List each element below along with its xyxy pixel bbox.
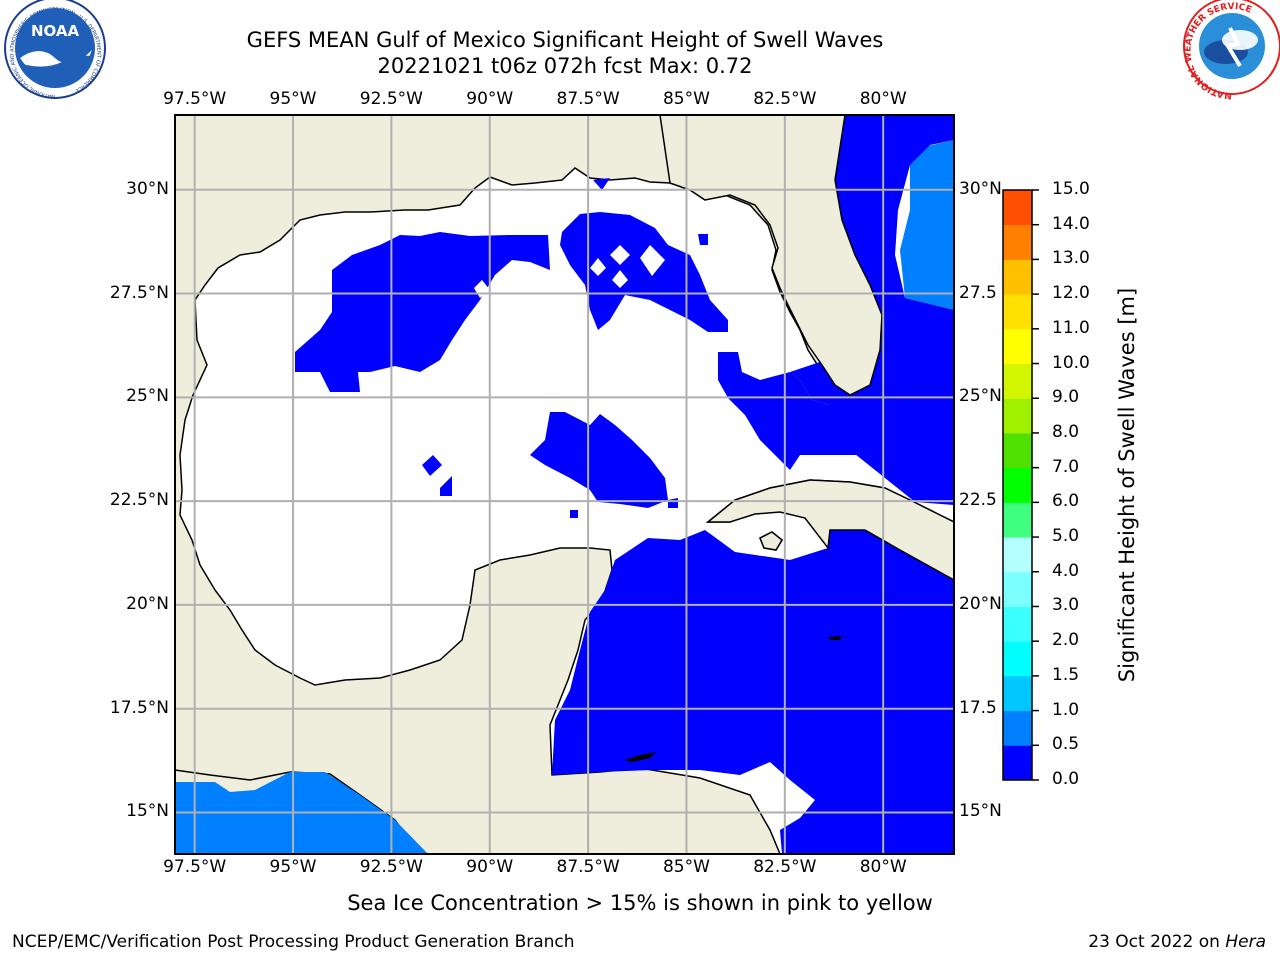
colorbar-tick-label: 3.0 [1052, 595, 1080, 616]
colorbar-swatch [1003, 502, 1032, 538]
map-title: GEFS MEAN Gulf of Mexico Significant Hei… [246, 28, 884, 52]
colorbar-swatch [1003, 675, 1032, 712]
lat-tick-right: 22.5 [959, 490, 997, 511]
lon-tick-top: 97.5°W [163, 89, 227, 109]
footer-host: Hera [1225, 932, 1266, 952]
sea-ice-note: Sea Ice Concentration > 15% is shown in … [347, 891, 933, 915]
colorbar-tick-label: 1.5 [1052, 664, 1080, 685]
colorbar-tick-label: 5.0 [1052, 526, 1080, 547]
colorbar-swatch [1003, 641, 1032, 677]
colorbar-swatch [1003, 363, 1032, 399]
colorbar-tick-label: 9.0 [1052, 387, 1080, 408]
colorbar-swatch [1003, 537, 1032, 573]
colorbar-tick-label: 2.0 [1052, 630, 1080, 651]
lon-tick-top: 90°W [466, 89, 514, 109]
lat-tick-right: 20°N [959, 593, 1002, 614]
lat-tick-left: 20°N [126, 593, 169, 614]
colorbar-tick-label: 14.0 [1052, 213, 1090, 234]
colorbar-tick-label: 15.0 [1052, 179, 1090, 199]
colorbar-swatch [1003, 294, 1032, 330]
map-frame [174, 114, 955, 855]
colorbar-swatch [1003, 571, 1032, 607]
colorbar-tick-label: 11.0 [1052, 317, 1090, 338]
colorbar-swatch [1003, 467, 1032, 503]
noaa-logo-icon: NATIONAL OCEANIC AND ATMOSPHERIC ADMINIS… [4, 0, 106, 99]
lon-tick-top: 82.5°W [753, 89, 817, 109]
colorbar-swatch [1003, 745, 1032, 781]
colorbar-swatch [1003, 398, 1032, 434]
lon-tick-bot: 90°W [466, 857, 514, 877]
lat-tick-right: 30°N [959, 178, 1002, 199]
lon-tick-bot: 95°W [269, 857, 317, 877]
colorbar-swatch [1003, 224, 1032, 260]
colorbar-tick-label: 10.0 [1052, 352, 1090, 373]
noaa-logo-text: NOAA [31, 22, 80, 40]
colorbar-swatch [1003, 259, 1032, 295]
colorbar-tick-label: 0.0 [1052, 769, 1080, 789]
lat-tick-left: 25°N [126, 386, 169, 407]
lon-tick-top: 87.5°W [556, 89, 620, 109]
lat-tick-right: 15°N [959, 801, 1002, 822]
lon-tick-top: 85°W [662, 89, 710, 109]
colorbar-tick-label: 4.0 [1052, 560, 1080, 581]
colorbar-tick-label: 1.0 [1052, 699, 1080, 720]
lon-tick-top: 92.5°W [359, 89, 423, 109]
footer-date-text: 23 Oct 2022 on [1088, 932, 1226, 952]
colorbar-swatch [1003, 190, 1032, 226]
lat-tick-right: 25°N [959, 386, 1002, 407]
colorbar-swatch [1003, 606, 1032, 642]
colorbar-swatch [1003, 432, 1032, 469]
lon-tick-bot: 97.5°W [163, 857, 227, 877]
map-gridlines [175, 115, 954, 854]
colorbar-tick-label: 7.0 [1052, 456, 1080, 477]
lon-tick-top: 95°W [269, 89, 317, 109]
colorbar-tick-label: 6.0 [1052, 491, 1080, 512]
colorbar-tick-label: 0.5 [1052, 734, 1080, 755]
lat-tick-left: 22.5°N [109, 490, 169, 511]
footer-branch: NCEP/EMC/Verification Post Processing Pr… [12, 932, 575, 952]
colorbar-swatch [1003, 328, 1032, 365]
lat-tick-left: 15°N [126, 801, 169, 822]
colorbar-label: Significant Height of Swell Waves [m] [1115, 287, 1139, 683]
lat-tick-right: 17.5 [959, 697, 997, 718]
colorbar-tick-label: 13.0 [1052, 248, 1090, 269]
colorbar-tick-label: 12.0 [1052, 283, 1090, 304]
lon-tick-top: 80°W [859, 89, 907, 109]
footer-date: 23 Oct 2022 on Hera [1088, 932, 1266, 952]
lat-tick-left: 27.5°N [109, 282, 169, 303]
swell-band-0.0-0.5 [295, 115, 954, 854]
colorbar-swatch [1003, 710, 1032, 746]
nws-logo-icon: NATIONAL WEATHER SERVICE [1183, 0, 1280, 100]
lon-tick-bot: 80°W [859, 857, 907, 877]
lon-tick-bot: 82.5°W [753, 857, 817, 877]
colorbar [1002, 189, 1039, 781]
lon-tick-bot: 85°W [662, 857, 710, 877]
colorbar-frame [1002, 189, 1033, 781]
lon-tick-bot: 87.5°W [556, 857, 620, 877]
lat-tick-left: 30°N [126, 178, 169, 199]
map-subtitle: 20221021 t06z 072h fcst Max: 0.72 [377, 54, 753, 78]
lon-tick-bot: 92.5°W [359, 857, 423, 877]
lat-tick-left: 17.5°N [109, 697, 169, 718]
colorbar-tick-label: 8.0 [1052, 421, 1080, 442]
lat-tick-right: 27.5 [959, 282, 997, 303]
